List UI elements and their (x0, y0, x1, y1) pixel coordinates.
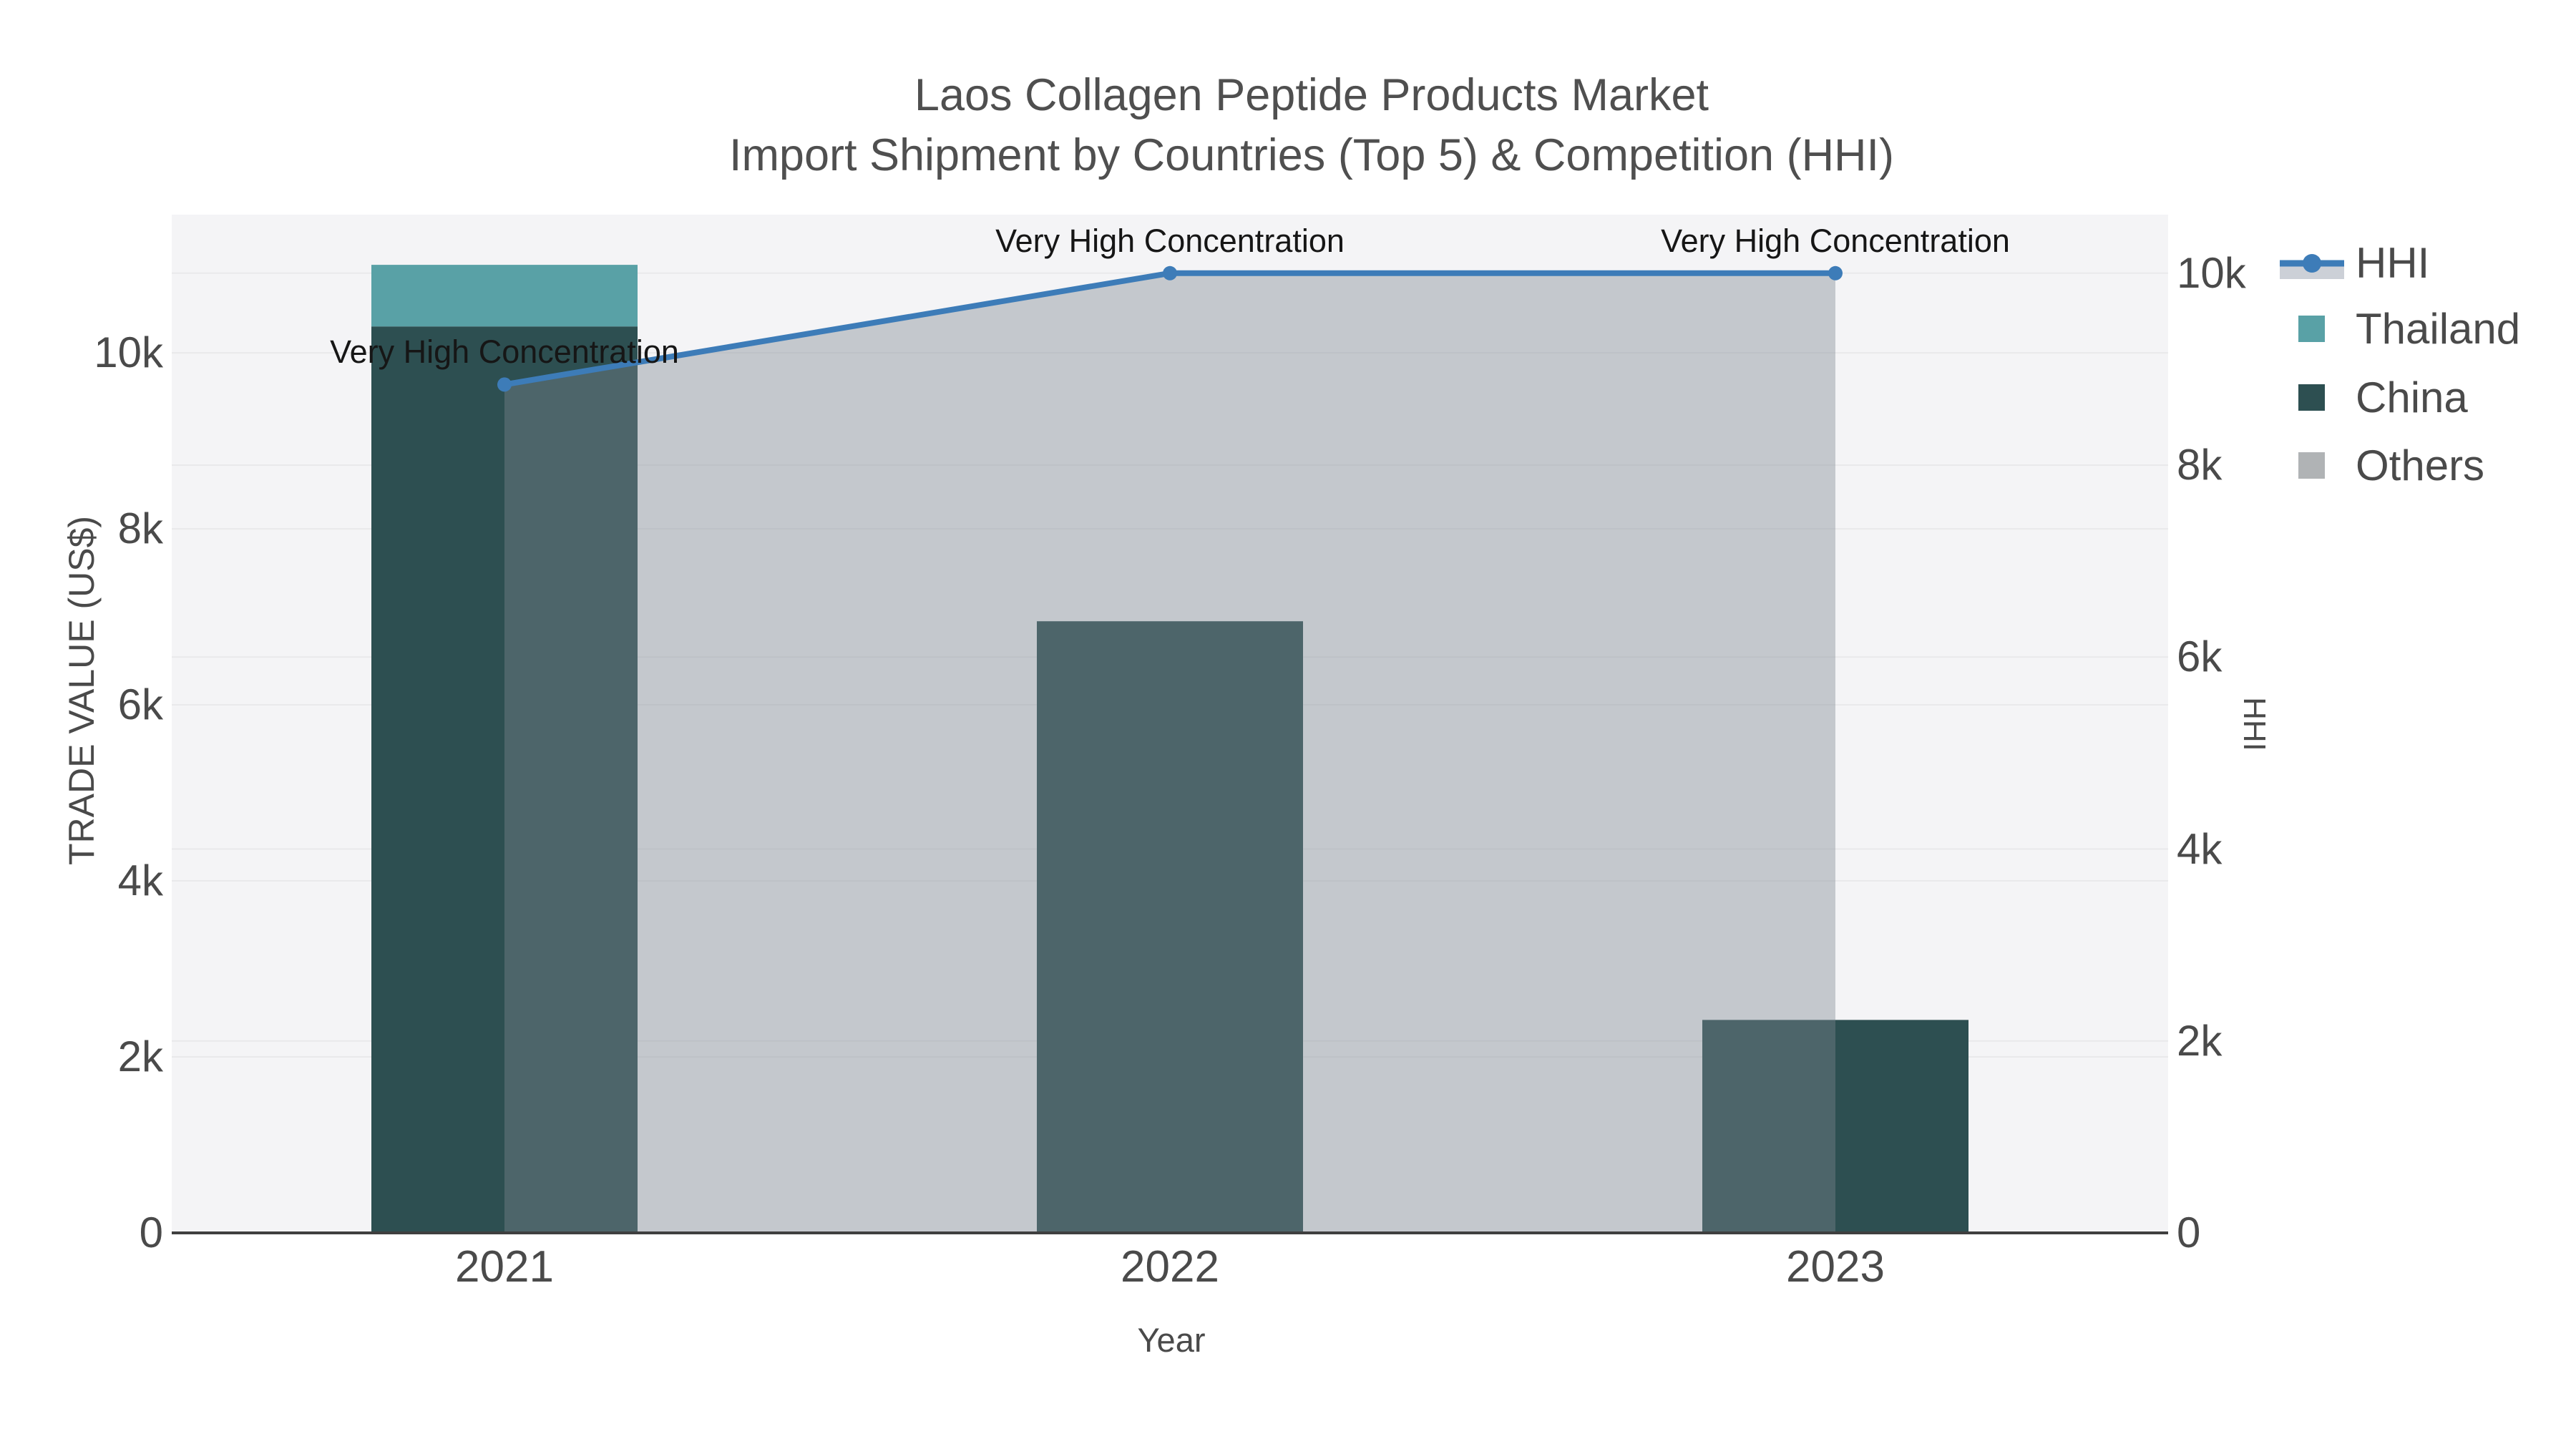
y-left-tick-4k: 4k (117, 857, 163, 905)
bar-segment-thailand-2021 (371, 265, 638, 327)
x-axis-title: Year (1137, 1321, 1206, 1359)
y-right-tick-10k: 10k (2177, 248, 2246, 297)
x-tick-2021: 2021 (455, 1242, 554, 1292)
x-tick-2023: 2023 (1786, 1242, 1885, 1292)
hhi-marker-2023 (1828, 265, 1843, 280)
y-left-tick-6k: 6k (117, 680, 163, 729)
hhi-area-fill (504, 273, 1835, 1233)
legend-swatch-others[interactable] (2298, 452, 2325, 479)
annotation-2023: Very High Concentration (1661, 222, 2010, 259)
y-left-tick-2k: 2k (117, 1033, 163, 1081)
hhi-marker-2021 (497, 377, 512, 392)
y-left-axis-title: TRADE VALUE (US$) (62, 515, 102, 866)
legend-swatch-china[interactable] (2298, 384, 2325, 411)
chart-title: Laos Collagen Peptide Products Market (914, 70, 1709, 120)
y-left-tick-8k: 8k (117, 504, 163, 553)
y-right-tick-2k: 2k (2177, 1016, 2223, 1065)
chart-subtitle: Import Shipment by Countries (Top 5) & C… (728, 130, 1895, 180)
y-left-tick-0: 0 (139, 1209, 163, 1257)
bar-segment-china-2021 (371, 326, 638, 1233)
legend-item-hhi[interactable]: HHI (2356, 239, 2430, 287)
annotation-2021: Very High Concentration (330, 333, 679, 371)
y-right-tick-6k: 6k (2177, 633, 2223, 681)
legend-item-thailand[interactable]: Thailand (2356, 305, 2521, 353)
annotation-2022: Very High Concentration (995, 222, 1345, 259)
legend-item-china[interactable]: China (2356, 374, 2468, 421)
bar-segment-china-2022 (1037, 621, 1303, 1233)
y-right-tick-4k: 4k (2177, 824, 2223, 873)
x-tick-2022: 2022 (1121, 1242, 1219, 1292)
y-right-tick-0: 0 (2177, 1209, 2201, 1257)
bar-segment-china-2023 (1702, 1020, 1968, 1233)
y-right-axis-title: HHI (2237, 697, 2272, 751)
y-left-tick-10k: 10k (94, 328, 163, 377)
legend-item-others[interactable]: Others (2356, 441, 2485, 489)
hhi-marker-2022 (1163, 265, 1177, 280)
legend-hhi-line-icon[interactable] (2279, 248, 2345, 280)
y-right-tick-8k: 8k (2177, 441, 2223, 489)
legend-swatch-thailand[interactable] (2298, 316, 2325, 342)
